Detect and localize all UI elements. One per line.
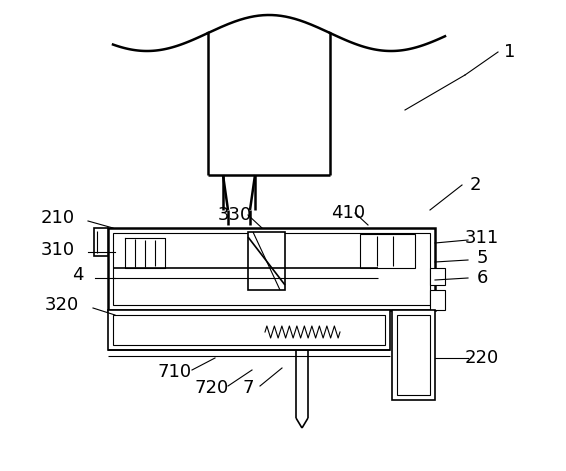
Bar [113,315,385,345]
Bar [392,310,435,400]
Text: 2: 2 [469,176,481,194]
Bar [430,268,445,285]
Text: 5: 5 [476,249,488,267]
Text: 311: 311 [465,229,499,247]
Bar [397,315,430,395]
Text: 410: 410 [331,204,365,222]
Bar [430,290,445,310]
Bar [248,232,285,290]
Text: 1: 1 [504,43,516,61]
Text: 220: 220 [465,349,499,367]
Bar [94,228,108,256]
Text: 330: 330 [218,206,252,224]
Text: 720: 720 [195,379,229,397]
Text: 4: 4 [72,266,84,284]
Bar [108,228,435,310]
Text: 210: 210 [41,209,75,227]
Text: 7: 7 [242,379,254,397]
Text: 6: 6 [477,269,488,287]
Text: 320: 320 [45,296,79,314]
Text: 310: 310 [41,241,75,259]
Bar [108,310,390,350]
Bar [113,233,430,305]
Polygon shape [125,238,165,268]
Bar [360,234,415,268]
Text: 710: 710 [158,363,192,381]
